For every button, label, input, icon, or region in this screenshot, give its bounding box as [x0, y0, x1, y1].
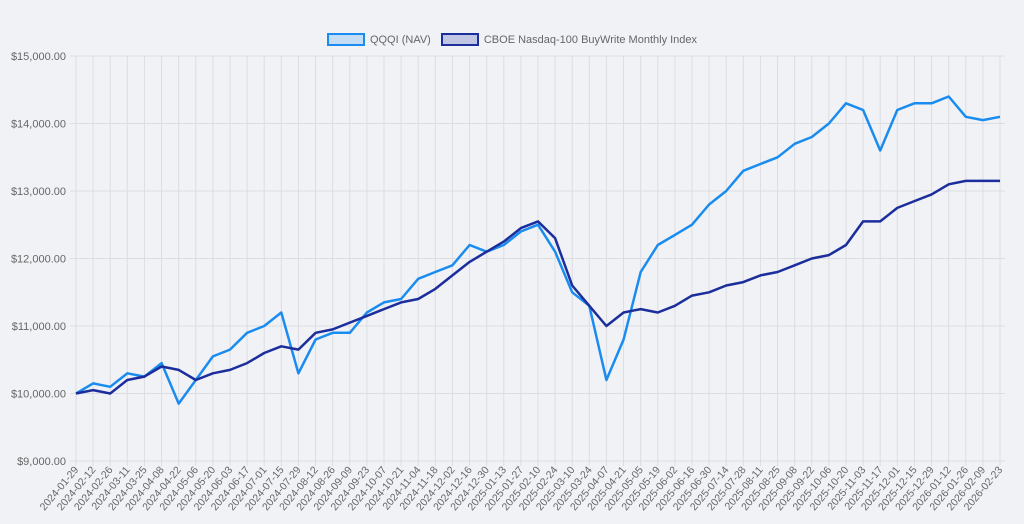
y-tick-label: $15,000.00	[11, 51, 66, 63]
legend: QQQI (NAV) CBOE Nasdaq-100 BuyWrite Mont…	[0, 33, 1024, 46]
legend-label-qqqi: QQQI (NAV)	[369, 33, 431, 46]
y-tick-label: $11,000.00	[12, 321, 66, 333]
series-line-qqqi	[75, 95, 1001, 405]
series-line-cboe	[75, 179, 1000, 395]
legend-item-qqqi[interactable]: QQQI (NAV)	[326, 33, 431, 46]
y-tick-label: $9,000.00	[17, 456, 66, 468]
y-tick-label: $10,000.00	[11, 389, 66, 401]
legend-label-cboe: CBOE Nasdaq-100 BuyWrite Monthly Index	[483, 33, 698, 46]
legend-swatch-cboe	[440, 33, 479, 46]
y-tick-label: $12,000.00	[11, 254, 66, 266]
legend-item-cboe[interactable]: CBOE Nasdaq-100 BuyWrite Monthly Index	[440, 33, 698, 46]
legend-swatch-qqqi	[326, 33, 365, 46]
y-tick-label: $13,000.00	[11, 186, 66, 198]
y-tick-label: $14,000.00	[11, 119, 66, 131]
